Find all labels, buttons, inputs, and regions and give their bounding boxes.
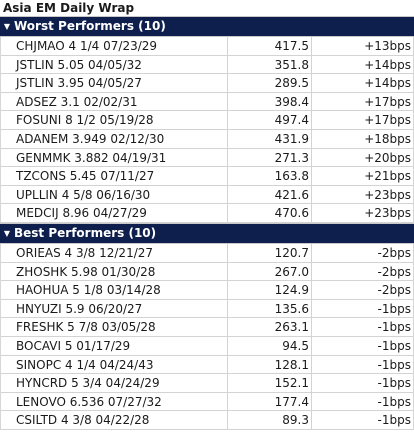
table-row[interactable]: ORIEAS 4 3/8 12/21/27 120.7 -2bps xyxy=(1,243,413,263)
spread-change: +14bps xyxy=(311,74,413,92)
table-row[interactable]: ADANEM 3.949 02/12/30 431.9 +18bps xyxy=(1,129,413,149)
bond-name: SINOPC 4 1/4 04/24/43 xyxy=(16,357,154,372)
section-best-performers: ▼ Best Performers (10) ORIEAS 4 3/8 12/2… xyxy=(0,222,414,430)
section-worst-performers: ▼ Worst Performers (10) CHJMAO 4 1/4 07/… xyxy=(0,16,414,223)
spread-change: +21bps xyxy=(311,167,413,185)
bond-spread: 94.5 xyxy=(227,336,311,355)
bond-name: JSTLIN 5.05 04/05/32 xyxy=(16,57,142,72)
spread-change: -2bps xyxy=(311,262,413,281)
spread-change: +17bps xyxy=(311,92,413,111)
table-row[interactable]: JSTLIN 3.95 04/05/27 289.5 +14bps xyxy=(1,74,413,93)
bond-spread: 417.5 xyxy=(227,37,311,55)
bond-name: FOSUNI 8 1/2 05/19/28 xyxy=(16,113,154,128)
bond-spread: 89.3 xyxy=(227,411,311,429)
spread-change: +23bps xyxy=(311,185,413,204)
section-label: Worst Performers (10) xyxy=(14,19,166,33)
bond-spread: 289.5 xyxy=(227,74,311,92)
bond-spread: 124.9 xyxy=(227,281,311,299)
table-row[interactable]: FOSUNI 8 1/2 05/19/28 497.4 +17bps xyxy=(1,111,413,130)
bond-spread: 470.6 xyxy=(227,204,311,222)
bond-name: ADANEM 3.949 02/12/30 xyxy=(16,131,165,146)
bond-spread: 421.6 xyxy=(227,185,311,204)
bond-name: UPLLIN 4 5/8 06/16/30 xyxy=(16,187,151,202)
table-row[interactable]: HNYUZI 5.9 06/20/27 135.6 -1bps xyxy=(1,299,413,319)
table-row[interactable]: LENOVO 6.536 07/27/32 177.4 -1bps xyxy=(1,392,413,412)
spread-change: -1bps xyxy=(311,411,413,429)
bond-name: HNYUZI 5.9 06/20/27 xyxy=(16,301,143,316)
spread-change: +23bps xyxy=(311,204,413,222)
table-row[interactable]: ZHOSHK 5.98 01/30/28 267.0 -2bps xyxy=(1,262,413,282)
bond-name: HYNCRD 5 3/4 04/24/29 xyxy=(16,376,160,391)
spread-change: +13bps xyxy=(311,37,413,55)
section-header-best[interactable]: ▼ Best Performers (10) xyxy=(0,222,414,244)
spread-change: -1bps xyxy=(311,392,413,411)
table-row[interactable]: HYNCRD 5 3/4 04/24/29 152.1 -1bps xyxy=(1,374,413,393)
bond-name: ADSEZ 3.1 02/02/31 xyxy=(16,94,138,109)
bond-spread: 431.9 xyxy=(227,129,311,148)
bond-table-worst: CHJMAO 4 1/4 07/23/29 417.5 +13bps JSTLIN … xyxy=(0,37,414,223)
section-header-worst[interactable]: ▼ Worst Performers (10) xyxy=(0,16,414,37)
bond-spread: 128.1 xyxy=(227,355,311,374)
bond-spread: 152.1 xyxy=(227,374,311,392)
table-row[interactable]: CSILTD 4 3/8 04/22/28 89.3 -1bps xyxy=(1,411,413,430)
bond-table-best: ORIEAS 4 3/8 12/21/27 120.7 -2bps ZHOSHK 5… xyxy=(0,243,414,430)
spread-change: +17bps xyxy=(311,111,413,129)
spread-change: +20bps xyxy=(311,148,413,167)
bond-name: MEDCIJ 8.96 04/27/29 xyxy=(16,206,147,221)
spread-change: +14bps xyxy=(311,55,413,74)
bond-spread: 267.0 xyxy=(227,262,311,281)
bond-name: HAOHUA 5 1/8 03/14/28 xyxy=(16,283,161,298)
report-title: Asia EM Daily Wrap xyxy=(3,1,135,15)
collapse-chevron-icon[interactable]: ▼ xyxy=(3,22,11,31)
bond-spread: 135.6 xyxy=(227,299,311,318)
table-row[interactable]: GENMMK 3.882 04/19/31 271.3 +20bps xyxy=(1,148,413,168)
table-row[interactable]: UPLLIN 4 5/8 06/16/30 421.6 +23bps xyxy=(1,185,413,205)
table-row[interactable]: JSTLIN 5.05 04/05/32 351.8 +14bps xyxy=(1,55,413,75)
table-row[interactable]: TZCONS 5.45 07/11/27 163.8 +21bps xyxy=(1,167,413,186)
bond-spread: 398.4 xyxy=(227,92,311,111)
bond-name: GENMMK 3.882 04/19/31 xyxy=(16,150,167,165)
bond-name: BOCAVI 5 01/17/29 xyxy=(16,338,131,353)
table-row[interactable]: CHJMAO 4 1/4 07/23/29 417.5 +13bps xyxy=(1,37,413,56)
bond-spread: 120.7 xyxy=(227,243,311,262)
bond-name: LENOVO 6.536 07/27/32 xyxy=(16,394,162,409)
bond-spread: 497.4 xyxy=(227,111,311,129)
bond-spread: 263.1 xyxy=(227,318,311,336)
bond-spread: 163.8 xyxy=(227,167,311,185)
spread-change: -2bps xyxy=(311,281,413,299)
spread-change: -1bps xyxy=(311,374,413,392)
spread-change: +18bps xyxy=(311,129,413,148)
spread-change: -1bps xyxy=(311,336,413,355)
spread-change: -1bps xyxy=(311,299,413,318)
collapse-chevron-icon[interactable]: ▼ xyxy=(3,228,11,238)
bond-spread: 271.3 xyxy=(227,148,311,167)
bond-name: TZCONS 5.45 07/11/27 xyxy=(16,169,155,184)
bond-name: FRESHK 5 7/8 03/05/28 xyxy=(16,320,156,335)
bond-spread: 351.8 xyxy=(227,55,311,74)
spread-change: -1bps xyxy=(311,355,413,374)
bond-name: ORIEAS 4 3/8 12/21/27 xyxy=(16,245,154,260)
spread-change: -2bps xyxy=(311,243,413,262)
table-row[interactable]: HAOHUA 5 1/8 03/14/28 124.9 -2bps xyxy=(1,281,413,300)
bond-name: CSILTD 4 3/8 04/22/28 xyxy=(16,413,150,428)
bond-name: ZHOSHK 5.98 01/30/28 xyxy=(16,264,156,279)
table-row[interactable]: ADSEZ 3.1 02/02/31 398.4 +17bps xyxy=(1,92,413,112)
bond-name: CHJMAO 4 1/4 07/23/29 xyxy=(16,39,158,53)
table-row[interactable]: SINOPC 4 1/4 04/24/43 128.1 -1bps xyxy=(1,355,413,375)
table-row[interactable]: FRESHK 5 7/8 03/05/28 263.1 -1bps xyxy=(1,318,413,337)
bond-spread: 177.4 xyxy=(227,392,311,411)
table-row[interactable]: BOCAVI 5 01/17/29 94.5 -1bps xyxy=(1,336,413,356)
section-label: Best Performers (10) xyxy=(14,225,157,240)
bond-name: JSTLIN 3.95 04/05/27 xyxy=(16,76,142,91)
spread-change: -1bps xyxy=(311,318,413,336)
table-row[interactable]: MEDCIJ 8.96 04/27/29 470.6 +23bps xyxy=(1,204,413,223)
